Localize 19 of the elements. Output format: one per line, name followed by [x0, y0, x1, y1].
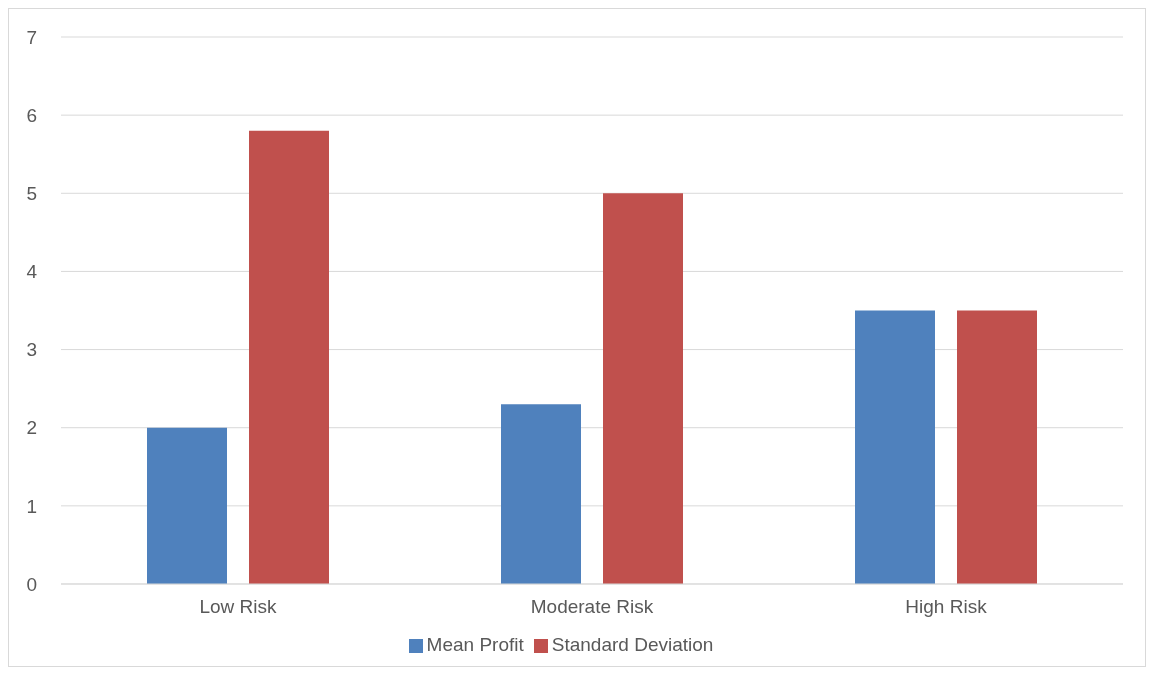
y-tick-label: 3 [26, 339, 37, 361]
x-tick-label: High Risk [905, 596, 988, 618]
bar [147, 427, 227, 584]
bar [501, 404, 581, 584]
y-tick-label: 0 [26, 573, 37, 595]
x-tick-label: Moderate Risk [530, 596, 654, 618]
x-tick-label: Low Risk [199, 596, 278, 618]
legend-label: Standard Deviation [551, 634, 714, 655]
y-tick-label: 1 [26, 495, 37, 517]
y-tick-label: 5 [26, 183, 37, 205]
bar [855, 310, 935, 584]
y-tick-label: 6 [26, 104, 37, 126]
bar [249, 130, 329, 584]
y-tick-label: 7 [26, 26, 37, 48]
bar [957, 310, 1037, 584]
bar [603, 193, 683, 584]
y-tick-label: 4 [26, 261, 38, 283]
legend-label: Mean Profit [426, 634, 524, 655]
y-tick-label: 2 [26, 417, 37, 439]
